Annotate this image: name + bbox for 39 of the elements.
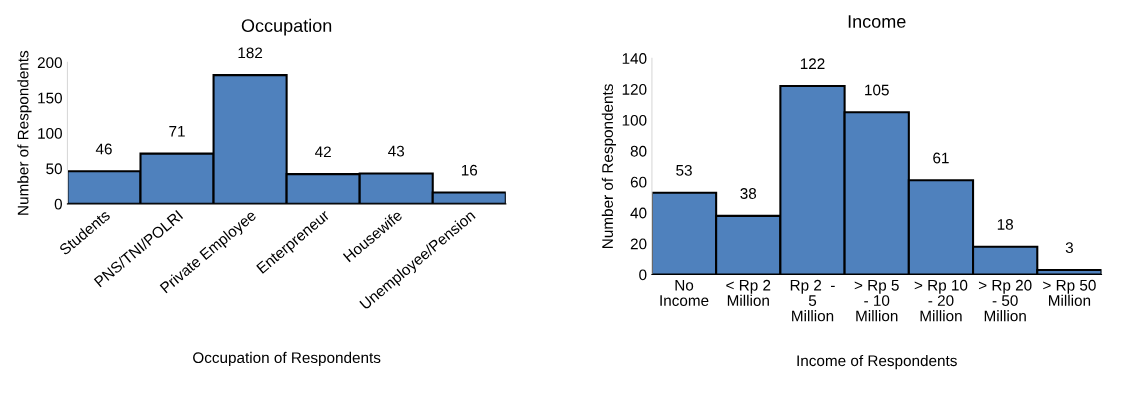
data-label: 3 (1065, 242, 1073, 254)
y-tick-label: 0 (54, 198, 62, 210)
y-axis-title: Number of Respondents (17, 50, 32, 215)
chart-title: Occupation (241, 18, 332, 36)
data-label: 53 (676, 164, 692, 176)
data-label: 71 (169, 126, 185, 137)
x-tick-label: > Rp 10 - 20 Million (914, 279, 968, 322)
x-tick-label: Rp 2 - 5 Million (790, 279, 835, 322)
y-tick-label: 200 (37, 57, 62, 69)
y-tick-label: 100 (38, 127, 62, 139)
x-axis-title: Income of Respondents (797, 354, 957, 370)
y-tick-label: 140 (622, 53, 647, 64)
data-label: 42 (315, 146, 331, 158)
data-label: 43 (388, 145, 405, 157)
y-tick-label: 50 (46, 163, 62, 175)
y-tick-label: 100 (622, 114, 647, 126)
chart-title: Income (848, 15, 906, 28)
data-label: 16 (461, 164, 478, 176)
y-tick-label: 20 (630, 238, 647, 250)
data-label: 122 (800, 58, 825, 69)
x-tick-label: No Income (660, 279, 709, 306)
x-tick-label: < Rp 2 Million (726, 279, 771, 306)
data-label: 18 (997, 219, 1014, 230)
y-tick-label: 0 (639, 269, 647, 281)
data-label: 46 (95, 143, 112, 155)
y-tick-label: 150 (38, 92, 62, 104)
x-tick-label: > Rp 50 Million (1043, 279, 1096, 306)
x-tick-label: > Rp 5 - 10 Million (854, 279, 899, 322)
data-label: 38 (740, 188, 757, 199)
x-axis-title: Occupation of Respondents (193, 351, 381, 367)
data-label: 105 (865, 84, 889, 96)
y-tick-label: 80 (630, 145, 647, 157)
y-axis-title: Number of Respondents (601, 84, 617, 248)
data-label: 182 (238, 47, 263, 59)
x-tick-label: > Rp 20 - 50 Million (978, 279, 1032, 322)
y-tick-label: 60 (630, 176, 647, 188)
y-tick-label: 40 (630, 207, 647, 219)
y-tick-label: 120 (622, 84, 647, 95)
data-label: 61 (933, 152, 949, 164)
